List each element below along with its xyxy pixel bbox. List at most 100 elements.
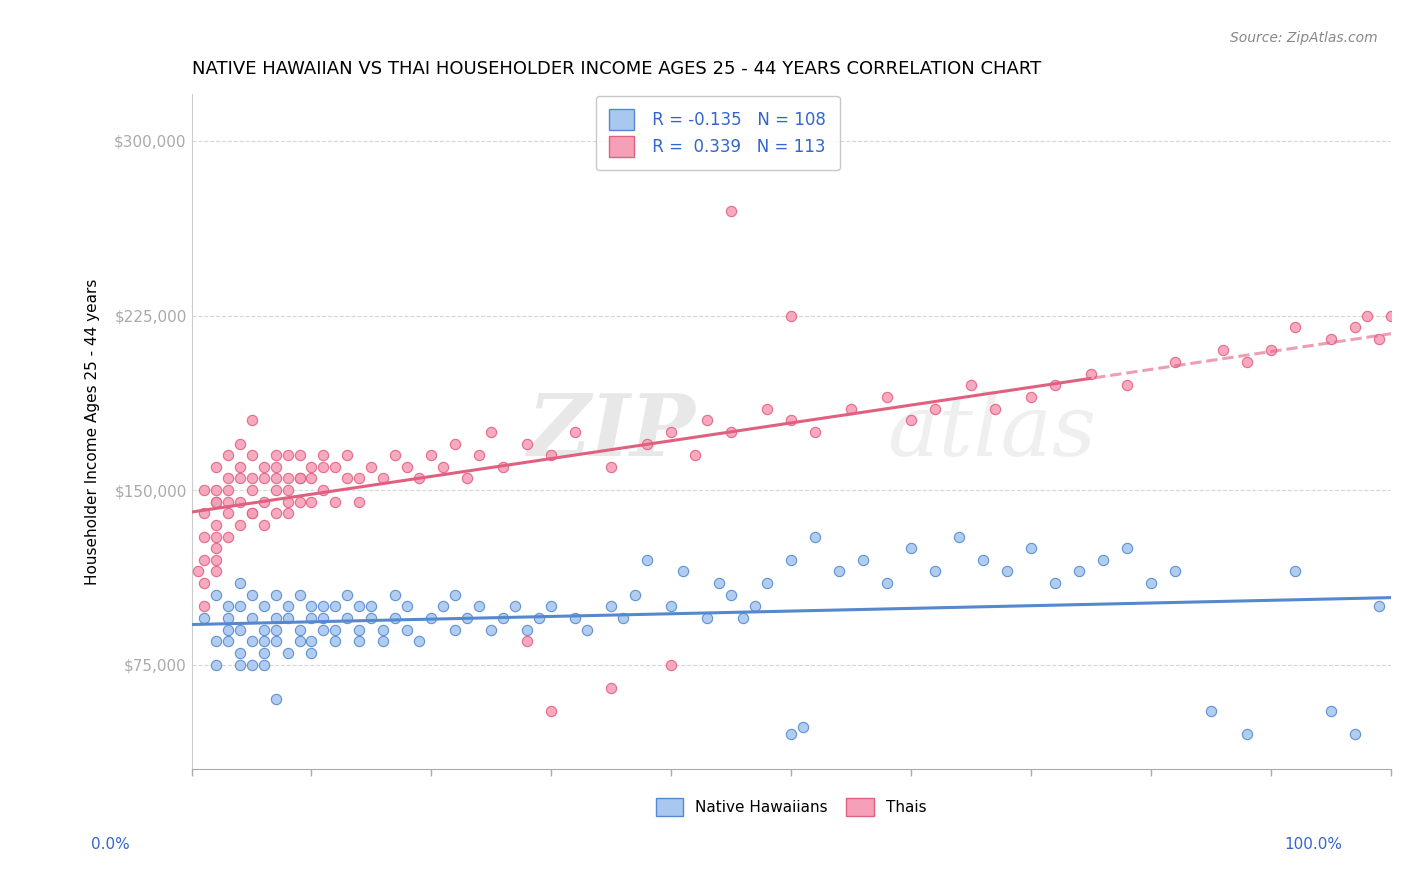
Point: [240, 611, 263, 625]
Point: [193, 599, 215, 614]
Point: [900, 541, 922, 556]
Text: Source: ZipAtlas.com: Source: ZipAtlas.com: [1230, 31, 1378, 45]
Point: [193, 530, 215, 544]
Point: [204, 657, 226, 672]
Point: [252, 657, 274, 672]
Point: [373, 471, 395, 485]
Point: [288, 471, 311, 485]
Point: [1368, 332, 1391, 346]
Point: [1019, 541, 1042, 556]
Point: [193, 553, 215, 567]
Point: [288, 588, 311, 602]
Point: [516, 634, 538, 648]
Point: [240, 657, 263, 672]
Point: [600, 599, 623, 614]
Point: [312, 448, 335, 462]
Point: [720, 425, 742, 439]
Point: [240, 588, 263, 602]
Point: [264, 611, 287, 625]
Point: [349, 494, 371, 508]
Point: [1043, 576, 1066, 591]
Point: [240, 634, 263, 648]
Point: [396, 599, 419, 614]
Point: [301, 646, 323, 660]
Point: [1368, 599, 1391, 614]
Point: [264, 634, 287, 648]
Point: [217, 483, 239, 497]
Point: [228, 599, 250, 614]
Point: [600, 459, 623, 474]
Point: [264, 506, 287, 520]
Point: [960, 378, 983, 392]
Point: [696, 413, 718, 427]
Point: [228, 518, 250, 533]
Point: [1116, 378, 1139, 392]
Point: [193, 483, 215, 497]
Point: [780, 309, 803, 323]
Point: [481, 623, 503, 637]
Point: [733, 611, 755, 625]
Point: [468, 599, 491, 614]
Point: [780, 553, 803, 567]
Point: [240, 506, 263, 520]
Point: [349, 599, 371, 614]
Point: [792, 720, 814, 734]
Point: [349, 634, 371, 648]
Point: [505, 599, 527, 614]
Point: [696, 611, 718, 625]
Point: [264, 448, 287, 462]
Point: [204, 494, 226, 508]
Point: [1344, 727, 1367, 741]
Point: [228, 646, 250, 660]
Point: [564, 425, 586, 439]
Point: [204, 541, 226, 556]
Point: [276, 471, 298, 485]
Point: [1344, 320, 1367, 334]
Point: [288, 494, 311, 508]
Point: [384, 588, 406, 602]
Point: [1069, 565, 1091, 579]
Point: [612, 611, 634, 625]
Point: [1355, 309, 1378, 323]
Point: [217, 506, 239, 520]
Point: [325, 623, 347, 637]
Point: [264, 471, 287, 485]
Point: [228, 623, 250, 637]
Point: [325, 459, 347, 474]
Point: [193, 576, 215, 591]
Point: [1116, 541, 1139, 556]
Point: [720, 588, 742, 602]
Point: [336, 588, 359, 602]
Point: [240, 506, 263, 520]
Point: [325, 599, 347, 614]
Point: [420, 611, 443, 625]
Point: [1080, 367, 1102, 381]
Point: [325, 494, 347, 508]
Point: [659, 657, 682, 672]
Point: [204, 553, 226, 567]
Point: [720, 203, 742, 218]
Point: [444, 436, 467, 450]
Point: [540, 599, 562, 614]
Point: [204, 483, 226, 497]
Point: [276, 611, 298, 625]
Point: [193, 611, 215, 625]
Text: 100.0%: 100.0%: [1285, 838, 1343, 852]
Point: [276, 483, 298, 497]
Point: [900, 413, 922, 427]
Point: [264, 483, 287, 497]
Text: ZIP: ZIP: [527, 390, 696, 474]
Point: [217, 530, 239, 544]
Point: [252, 494, 274, 508]
Point: [804, 425, 827, 439]
Point: [396, 459, 419, 474]
Point: [1284, 320, 1306, 334]
Point: [384, 611, 406, 625]
Point: [187, 565, 209, 579]
Legend: Native Hawaiians, Thais: Native Hawaiians, Thais: [650, 791, 934, 822]
Point: [780, 727, 803, 741]
Point: [360, 611, 382, 625]
Point: [312, 599, 335, 614]
Point: [972, 553, 994, 567]
Point: [360, 459, 382, 474]
